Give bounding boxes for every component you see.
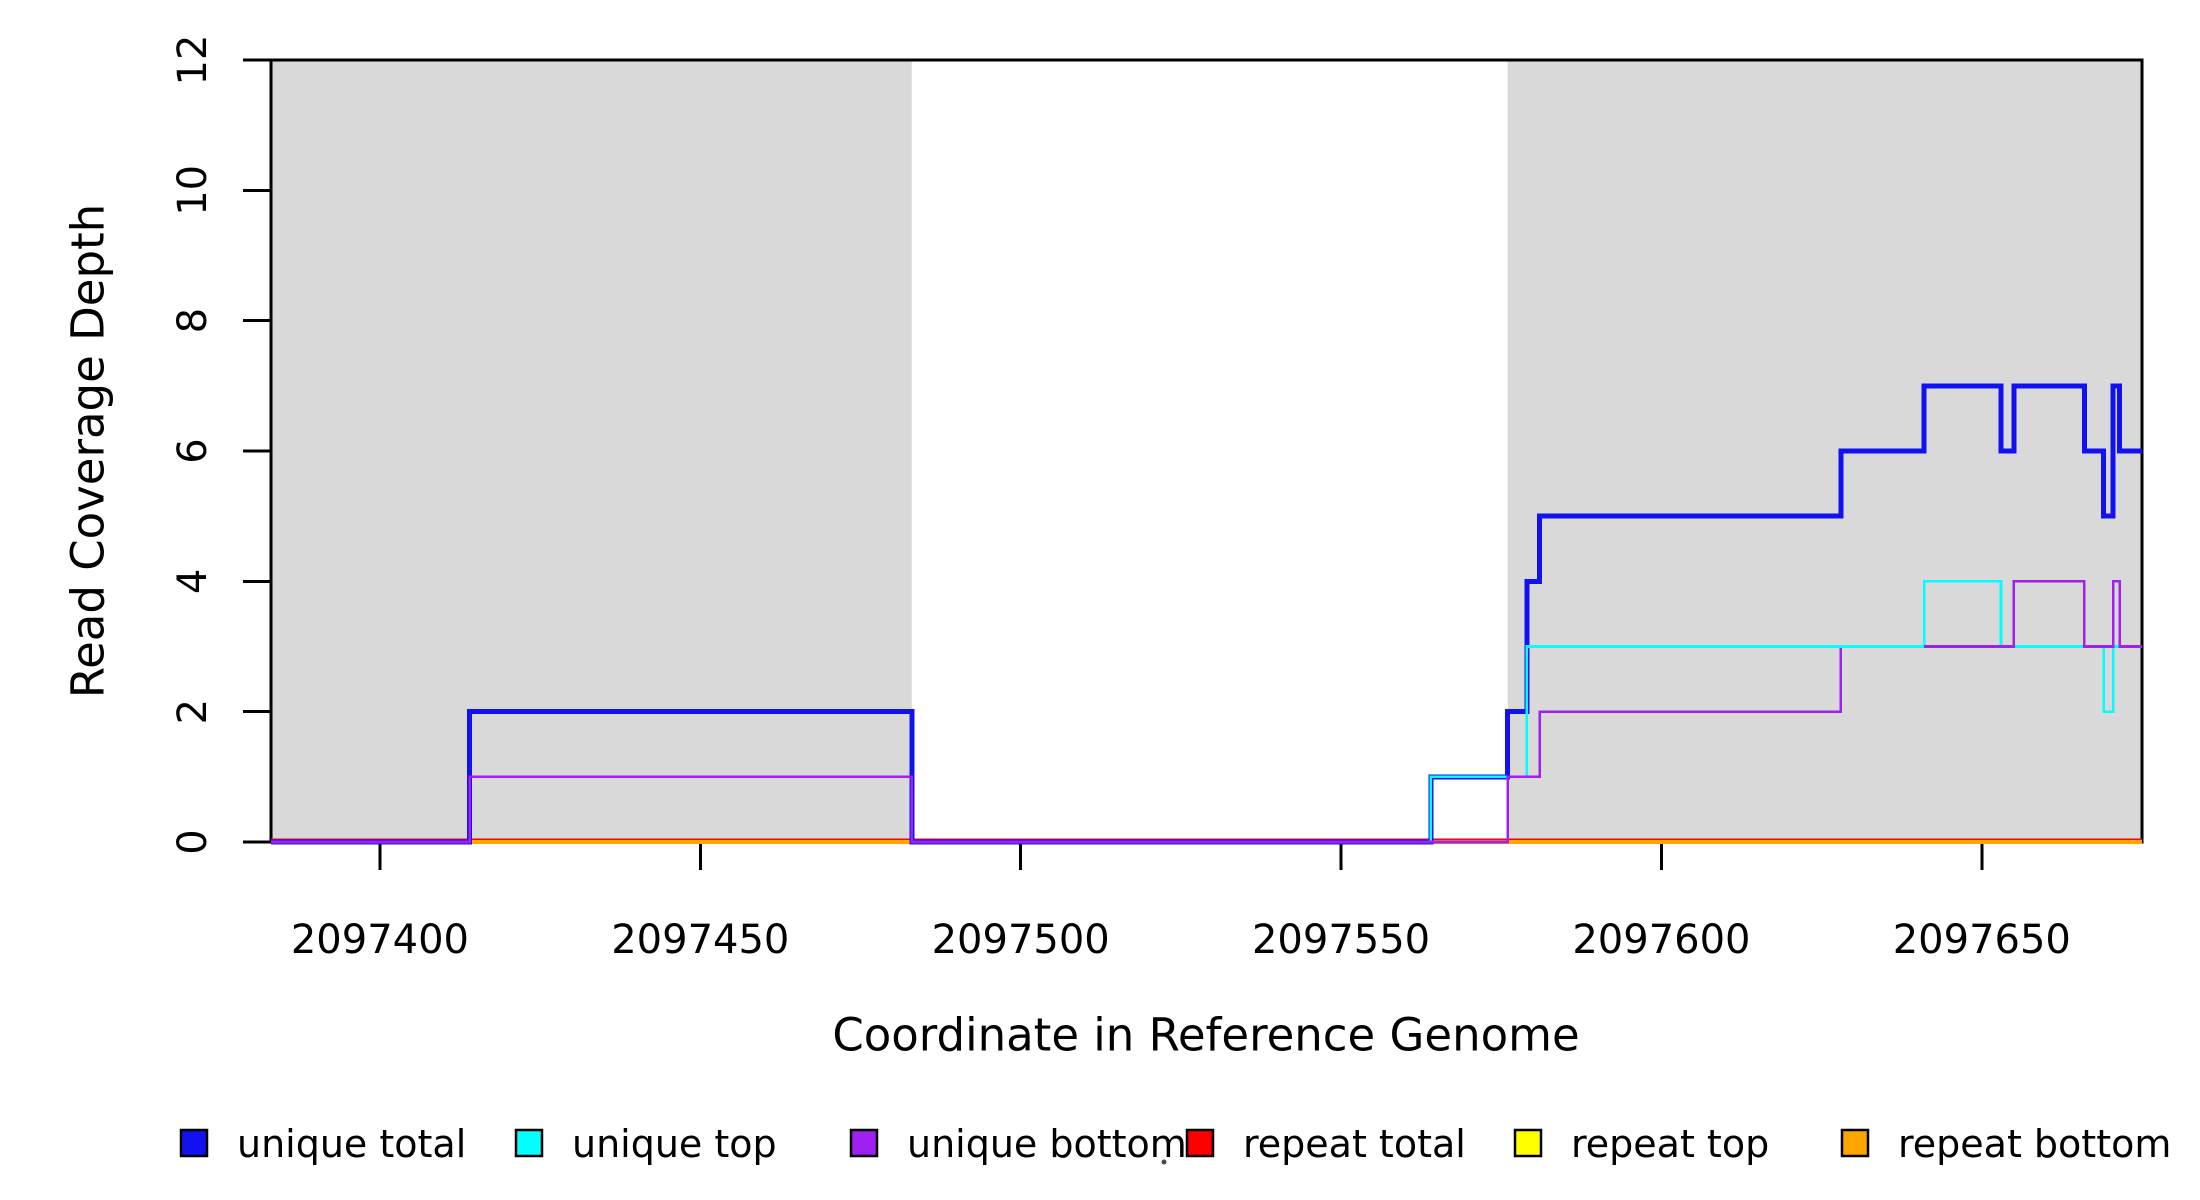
legend-item: unique bottom bbox=[849, 1122, 1187, 1166]
y-tick-label: 12 bbox=[170, 35, 216, 86]
legend-item: repeat top bbox=[1513, 1122, 1769, 1166]
legend-item: repeat bottom bbox=[1840, 1122, 2171, 1166]
tick-labels: 0 2 4 6 8 10 12 2097400 2097450 2097500 2097550 209… bbox=[170, 35, 2071, 963]
legend: unique total unique top unique bottom repea… bbox=[179, 1122, 2171, 1166]
repeat-region-rect bbox=[271, 60, 912, 842]
series-unique-bottom bbox=[271, 580, 2142, 844]
legend-swatch-repeat-total bbox=[1185, 1128, 1215, 1158]
legend-label: repeat total bbox=[1243, 1122, 1466, 1166]
y-tick-label: 10 bbox=[170, 165, 216, 216]
x-tick-label: 2097450 bbox=[611, 917, 789, 963]
repeat-region-shading bbox=[271, 60, 2142, 842]
x-tick-label: 2097600 bbox=[1572, 917, 1750, 963]
coverage-series bbox=[271, 383, 2142, 845]
legend-label: repeat top bbox=[1571, 1122, 1769, 1166]
legend-swatch-repeat-top bbox=[1513, 1128, 1543, 1158]
x-tick-label: 2097650 bbox=[1893, 917, 2071, 963]
legend-swatch-unique-total bbox=[179, 1128, 209, 1158]
legend-item: unique total bbox=[179, 1122, 466, 1166]
stray-mark bbox=[1161, 1159, 1167, 1165]
legend-swatch-repeat-bottom bbox=[1840, 1128, 1870, 1158]
y-tick-label: 6 bbox=[170, 438, 216, 463]
legend-swatch-unique-top bbox=[514, 1128, 544, 1158]
legend-swatch-unique-bottom bbox=[849, 1128, 879, 1158]
x-tick-label: 2097550 bbox=[1252, 917, 1430, 963]
legend-label: unique bottom bbox=[907, 1122, 1187, 1166]
legend-label: unique top bbox=[572, 1122, 777, 1166]
repeat-region-rect bbox=[1507, 60, 2142, 842]
legend-label: unique total bbox=[237, 1122, 466, 1166]
y-tick-label: 8 bbox=[170, 308, 216, 333]
legend-item: repeat total bbox=[1185, 1122, 1466, 1166]
y-tick-label: 2 bbox=[170, 699, 216, 724]
x-tick-label: 2097400 bbox=[291, 917, 469, 963]
legend-label: repeat bottom bbox=[1898, 1122, 2171, 1166]
x-axis-title: Coordinate in Reference Genome bbox=[832, 1009, 1579, 1062]
legend-item: unique top bbox=[514, 1122, 777, 1166]
y-axis-title: Read Coverage Depth bbox=[62, 204, 115, 698]
y-tick-label: 0 bbox=[170, 829, 216, 854]
y-tick-label: 4 bbox=[170, 569, 216, 594]
x-tick-label: 2097500 bbox=[932, 917, 1110, 963]
